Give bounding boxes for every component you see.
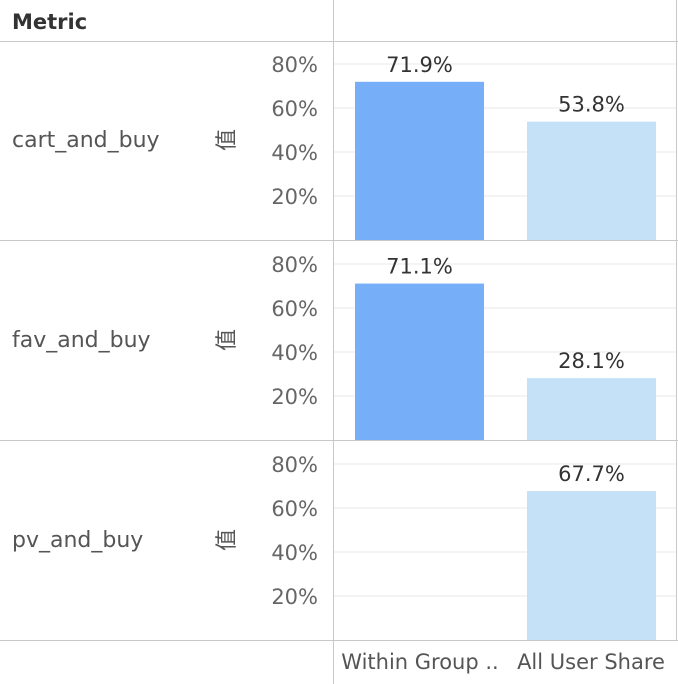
x-category-label-within-group: Within Group .. (341, 650, 499, 674)
y-tick-label: 20% (271, 585, 318, 609)
bar-cart_and_buy-0 (355, 81, 484, 240)
metric-label-pv-and-buy: pv_and_buy (12, 528, 144, 553)
data-label: 67.7% (558, 462, 625, 486)
data-label: 71.9% (386, 53, 453, 77)
data-label: 53.8% (558, 93, 625, 117)
data-label: 71.1% (386, 255, 453, 279)
y-tick-label: 80% (271, 253, 318, 277)
metric-column-header: Metric (12, 10, 88, 34)
y-tick-label: 80% (271, 453, 318, 477)
y-tick-label: 60% (271, 97, 318, 121)
bar-pv_and_buy-1 (527, 491, 656, 640)
bar-fav_and_buy-1 (527, 378, 656, 440)
x-category-label-all-user-share: All User Share (517, 650, 665, 674)
y-tick-label: 20% (271, 185, 318, 209)
y-tick-label: 40% (271, 341, 318, 365)
y-tick-label: 60% (271, 297, 318, 321)
bar-cart_and_buy-1 (527, 121, 656, 240)
y-tick-label: 40% (271, 141, 318, 165)
y-tick-label: 20% (271, 385, 318, 409)
metric-label-fav-and-buy: fav_and_buy (12, 328, 151, 353)
y-tick-label: 40% (271, 541, 318, 565)
bar-fav_and_buy-0 (355, 283, 484, 440)
y-tick-label: 80% (271, 53, 318, 77)
metric-label-cart-and-buy: cart_and_buy (12, 128, 160, 153)
y-tick-label: 60% (271, 497, 318, 521)
data-label: 28.1% (558, 349, 625, 373)
